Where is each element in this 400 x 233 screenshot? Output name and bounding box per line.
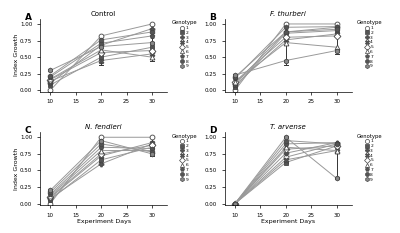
Text: D: D bbox=[209, 126, 217, 135]
Text: C: C bbox=[25, 126, 31, 135]
Title: Control: Control bbox=[91, 11, 116, 17]
X-axis label: Experiment Days: Experiment Days bbox=[77, 219, 131, 224]
Title: N. fendleri: N. fendleri bbox=[85, 124, 122, 130]
X-axis label: Experiment Days: Experiment Days bbox=[261, 219, 315, 224]
Y-axis label: Index Growth: Index Growth bbox=[14, 147, 19, 190]
Legend: 1, 2, 3, 4, 5, 6, 7, 8, 9: 1, 2, 3, 4, 5, 6, 7, 8, 9 bbox=[356, 133, 383, 182]
Legend: 1, 2, 3, 4, 5, 6, 7, 8, 9: 1, 2, 3, 4, 5, 6, 7, 8, 9 bbox=[171, 133, 198, 182]
Title: T. arvense: T. arvense bbox=[270, 124, 306, 130]
Text: B: B bbox=[209, 13, 216, 22]
Text: A: A bbox=[25, 13, 32, 22]
Title: F. thurberi: F. thurberi bbox=[270, 11, 306, 17]
Legend: 1, 2, 3, 4, 5, 6, 7, 8, 9: 1, 2, 3, 4, 5, 6, 7, 8, 9 bbox=[356, 19, 383, 69]
Y-axis label: Index Growth: Index Growth bbox=[14, 34, 19, 76]
Legend: 1, 2, 3, 4, 5, 6, 7, 8, 9: 1, 2, 3, 4, 5, 6, 7, 8, 9 bbox=[171, 19, 198, 69]
